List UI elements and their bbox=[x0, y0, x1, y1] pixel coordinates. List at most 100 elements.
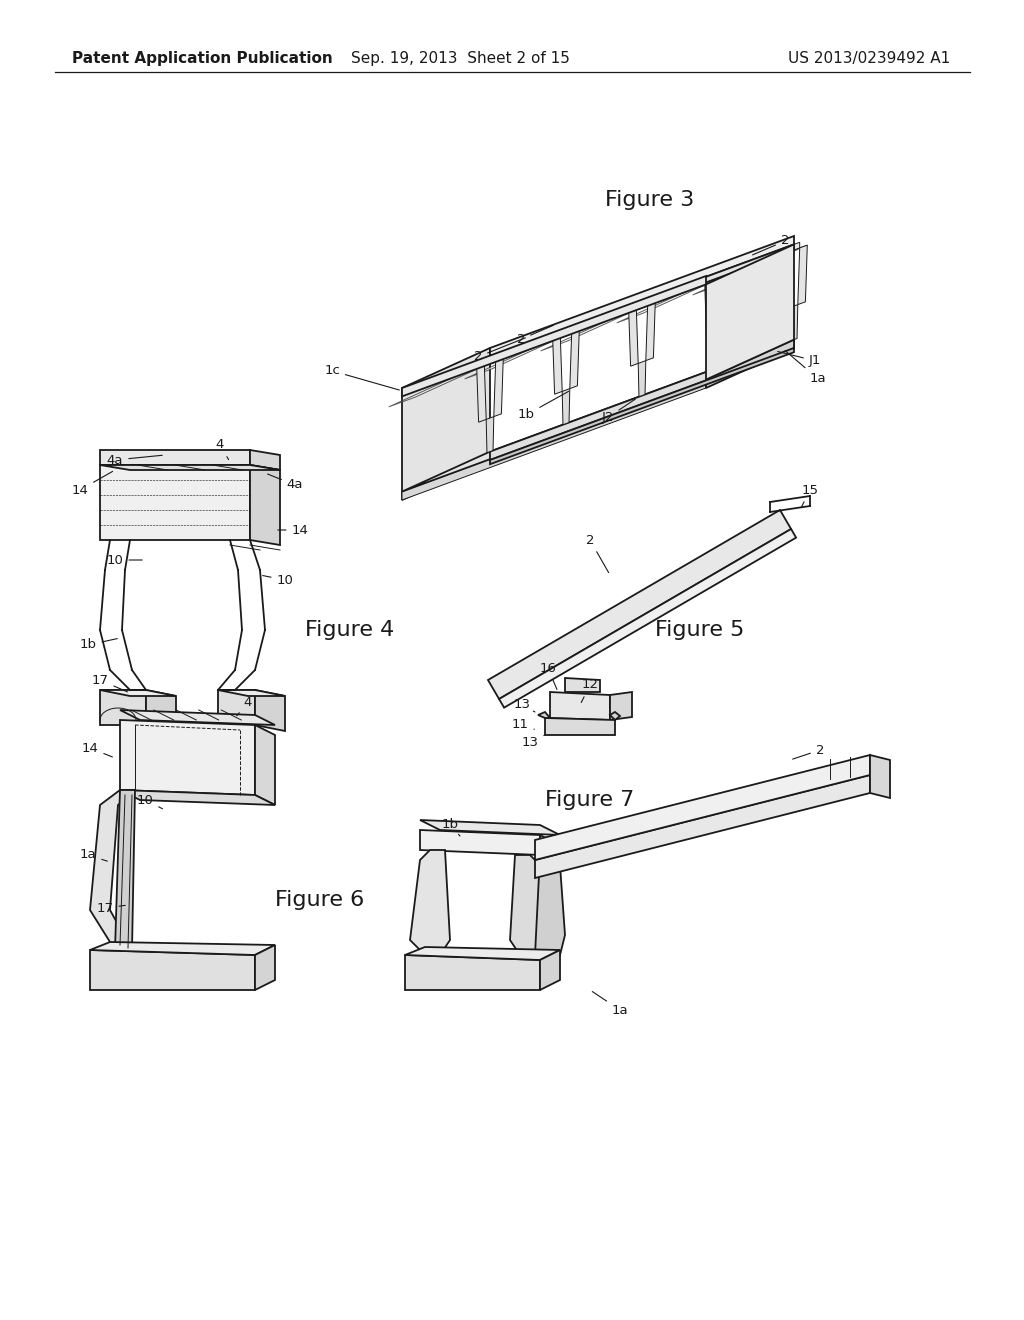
Polygon shape bbox=[780, 252, 791, 310]
Text: Sep. 19, 2013  Sheet 2 of 15: Sep. 19, 2013 Sheet 2 of 15 bbox=[350, 50, 569, 66]
Text: J2: J2 bbox=[601, 399, 635, 424]
Polygon shape bbox=[535, 775, 870, 878]
Polygon shape bbox=[120, 710, 275, 725]
Text: 1b: 1b bbox=[80, 639, 118, 652]
Polygon shape bbox=[629, 308, 638, 366]
Polygon shape bbox=[550, 692, 610, 719]
Polygon shape bbox=[90, 789, 135, 950]
Text: 13: 13 bbox=[513, 698, 535, 711]
Text: 16: 16 bbox=[540, 661, 557, 689]
Polygon shape bbox=[540, 950, 560, 990]
Text: 1a: 1a bbox=[785, 351, 826, 385]
Polygon shape bbox=[490, 244, 794, 362]
Polygon shape bbox=[706, 244, 794, 380]
Polygon shape bbox=[499, 529, 796, 708]
Text: 2: 2 bbox=[586, 533, 608, 573]
Polygon shape bbox=[486, 417, 494, 453]
Text: US 2013/0239492 A1: US 2013/0239492 A1 bbox=[787, 50, 950, 66]
Polygon shape bbox=[541, 301, 655, 351]
Polygon shape bbox=[553, 337, 562, 395]
Text: Figure 7: Figure 7 bbox=[546, 789, 635, 810]
Polygon shape bbox=[494, 358, 504, 417]
Polygon shape bbox=[488, 510, 792, 700]
Polygon shape bbox=[705, 280, 714, 338]
Polygon shape bbox=[250, 465, 280, 545]
Polygon shape bbox=[646, 301, 655, 360]
Polygon shape bbox=[560, 326, 571, 337]
Text: 2: 2 bbox=[517, 325, 553, 346]
Text: 2: 2 bbox=[474, 338, 525, 363]
Polygon shape bbox=[115, 789, 135, 950]
Text: 10: 10 bbox=[106, 553, 142, 566]
Polygon shape bbox=[610, 692, 632, 719]
Polygon shape bbox=[255, 690, 285, 731]
Polygon shape bbox=[490, 348, 794, 465]
Polygon shape bbox=[146, 690, 176, 731]
Polygon shape bbox=[100, 465, 250, 540]
Polygon shape bbox=[100, 450, 250, 465]
Polygon shape bbox=[510, 855, 545, 954]
Polygon shape bbox=[484, 354, 496, 364]
Polygon shape bbox=[402, 348, 490, 500]
Polygon shape bbox=[218, 690, 255, 725]
Polygon shape bbox=[100, 690, 176, 696]
Text: 13: 13 bbox=[521, 735, 545, 748]
Polygon shape bbox=[100, 465, 280, 470]
Polygon shape bbox=[218, 690, 285, 696]
Polygon shape bbox=[402, 276, 706, 396]
Polygon shape bbox=[788, 243, 800, 252]
Polygon shape bbox=[465, 329, 580, 379]
Text: 15: 15 bbox=[801, 483, 818, 507]
Polygon shape bbox=[406, 954, 540, 990]
Text: 4: 4 bbox=[237, 696, 252, 715]
Polygon shape bbox=[554, 272, 718, 341]
Polygon shape bbox=[255, 725, 275, 805]
Polygon shape bbox=[538, 711, 550, 718]
Polygon shape bbox=[250, 450, 280, 470]
Polygon shape bbox=[100, 690, 146, 725]
Text: Figure 4: Figure 4 bbox=[305, 620, 394, 640]
Polygon shape bbox=[714, 333, 722, 368]
Polygon shape bbox=[90, 950, 255, 990]
Polygon shape bbox=[477, 364, 486, 422]
Text: Figure 6: Figure 6 bbox=[275, 890, 365, 909]
Polygon shape bbox=[120, 719, 255, 795]
Polygon shape bbox=[478, 301, 642, 368]
Text: 14: 14 bbox=[278, 524, 308, 536]
Polygon shape bbox=[402, 339, 794, 491]
Polygon shape bbox=[90, 942, 275, 954]
Polygon shape bbox=[713, 271, 724, 280]
Text: 4a: 4a bbox=[106, 454, 162, 466]
Polygon shape bbox=[540, 836, 560, 865]
Polygon shape bbox=[636, 298, 648, 308]
Text: 4: 4 bbox=[216, 438, 228, 459]
Text: J1: J1 bbox=[777, 351, 821, 367]
Polygon shape bbox=[420, 830, 540, 855]
Polygon shape bbox=[406, 946, 560, 960]
Polygon shape bbox=[420, 820, 560, 836]
Text: Figure 3: Figure 3 bbox=[605, 190, 694, 210]
Text: 14: 14 bbox=[82, 742, 113, 756]
Polygon shape bbox=[706, 339, 794, 388]
Text: 1a: 1a bbox=[80, 849, 108, 862]
Polygon shape bbox=[610, 711, 620, 719]
Polygon shape bbox=[490, 339, 794, 459]
Text: 4a: 4a bbox=[267, 474, 303, 491]
Text: 14: 14 bbox=[72, 471, 113, 496]
Polygon shape bbox=[535, 755, 870, 861]
Text: 10: 10 bbox=[263, 573, 294, 586]
Polygon shape bbox=[722, 273, 731, 333]
Polygon shape bbox=[402, 380, 706, 500]
Polygon shape bbox=[791, 305, 798, 341]
Text: 1b: 1b bbox=[517, 391, 568, 421]
Polygon shape bbox=[410, 850, 450, 954]
Polygon shape bbox=[692, 246, 807, 294]
Polygon shape bbox=[565, 678, 600, 692]
Text: 17: 17 bbox=[91, 673, 127, 692]
Polygon shape bbox=[490, 236, 794, 356]
Polygon shape bbox=[535, 855, 565, 954]
Text: 10: 10 bbox=[136, 793, 163, 809]
Polygon shape bbox=[630, 244, 794, 313]
Text: 11: 11 bbox=[512, 718, 535, 731]
Text: 12: 12 bbox=[582, 678, 598, 702]
